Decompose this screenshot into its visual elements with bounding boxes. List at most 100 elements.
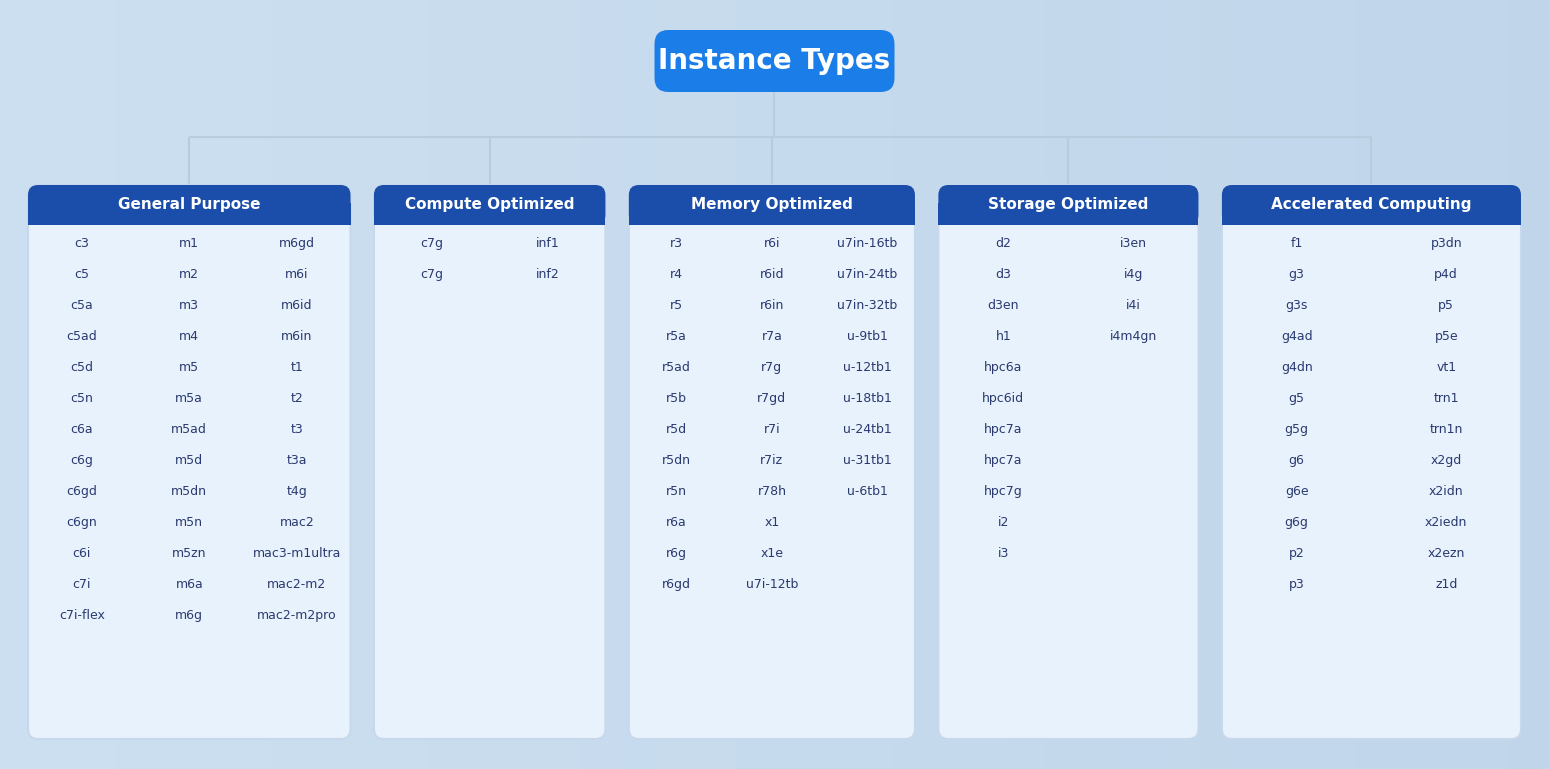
Bar (774, 0, 813, 769)
FancyBboxPatch shape (655, 30, 894, 92)
Text: c7i: c7i (73, 578, 91, 591)
Text: g6: g6 (1289, 454, 1304, 467)
Text: hpc7a: hpc7a (984, 423, 1022, 436)
Text: p3: p3 (1289, 578, 1304, 591)
Text: c5d: c5d (70, 361, 93, 374)
Text: r7gd: r7gd (757, 392, 787, 405)
Bar (697, 0, 736, 769)
Bar (1355, 0, 1394, 769)
Bar (1433, 0, 1472, 769)
Text: g3s: g3s (1286, 299, 1307, 312)
Bar (658, 0, 697, 769)
Text: m5n: m5n (175, 516, 203, 529)
Text: g6g: g6g (1284, 516, 1309, 529)
Text: hpc6a: hpc6a (984, 361, 1022, 374)
Text: m4: m4 (180, 330, 200, 343)
Text: c6i: c6i (73, 547, 91, 560)
Bar (813, 0, 852, 769)
Text: u-6tb1: u-6tb1 (847, 485, 888, 498)
Text: c5n: c5n (70, 392, 93, 405)
Text: u-18tb1: u-18tb1 (843, 392, 892, 405)
Text: inf2: inf2 (536, 268, 559, 281)
Bar (387, 0, 426, 769)
Text: m5zn: m5zn (172, 547, 206, 560)
Text: r4: r4 (671, 268, 683, 281)
Text: r5dn: r5dn (661, 454, 691, 467)
Bar (1084, 0, 1123, 769)
Text: r5b: r5b (666, 392, 688, 405)
Text: t4g: t4g (287, 485, 307, 498)
Text: u-31tb1: u-31tb1 (843, 454, 892, 467)
Text: r6i: r6i (764, 237, 781, 250)
Text: c3: c3 (74, 237, 90, 250)
FancyBboxPatch shape (28, 185, 350, 225)
Text: c7i-flex: c7i-flex (59, 609, 105, 622)
Text: c6a: c6a (70, 423, 93, 436)
Text: r7g: r7g (762, 361, 782, 374)
Text: hpc6id: hpc6id (982, 392, 1024, 405)
Text: c6gn: c6gn (67, 516, 98, 529)
Text: i4g: i4g (1123, 268, 1143, 281)
Text: r6g: r6g (666, 547, 688, 560)
Text: r7iz: r7iz (761, 454, 784, 467)
Text: u-24tb1: u-24tb1 (843, 423, 892, 436)
Text: i2: i2 (998, 516, 1008, 529)
Text: General Purpose: General Purpose (118, 198, 260, 212)
Text: u-9tb1: u-9tb1 (847, 330, 888, 343)
Text: d3: d3 (996, 268, 1011, 281)
Bar (1046, 0, 1084, 769)
Text: m6i: m6i (285, 268, 308, 281)
Text: c7g: c7g (420, 237, 443, 250)
Text: r3: r3 (671, 237, 683, 250)
Text: x1e: x1e (761, 547, 784, 560)
Text: Accelerated Computing: Accelerated Computing (1272, 198, 1472, 212)
Bar (310, 0, 349, 769)
Text: r6gd: r6gd (661, 578, 691, 591)
Text: m6g: m6g (175, 609, 203, 622)
Bar (891, 0, 929, 769)
Bar (1123, 0, 1162, 769)
Text: hpc7a: hpc7a (984, 454, 1022, 467)
Bar (1317, 0, 1355, 769)
Bar (1007, 0, 1046, 769)
Text: m2: m2 (180, 268, 200, 281)
Text: Memory Optimized: Memory Optimized (691, 198, 853, 212)
Bar (629, 203, 915, 225)
Text: m5d: m5d (175, 454, 203, 467)
Text: m5ad: m5ad (172, 423, 208, 436)
Text: p5: p5 (1439, 299, 1455, 312)
Bar (271, 0, 310, 769)
FancyBboxPatch shape (629, 185, 915, 739)
Bar (232, 0, 271, 769)
FancyBboxPatch shape (629, 185, 915, 225)
Text: t1: t1 (290, 361, 304, 374)
Bar (1162, 0, 1200, 769)
Bar (194, 0, 232, 769)
Text: r5a: r5a (666, 330, 686, 343)
Text: Instance Types: Instance Types (658, 47, 891, 75)
Text: mac2: mac2 (279, 516, 314, 529)
Bar (77, 0, 116, 769)
Text: x2idn: x2idn (1428, 485, 1464, 498)
Text: r6in: r6in (759, 299, 784, 312)
Text: mac2-m2: mac2-m2 (266, 578, 327, 591)
Text: x2ezn: x2ezn (1428, 547, 1465, 560)
Bar (1394, 0, 1433, 769)
Bar (939, 203, 1199, 225)
Text: t3: t3 (290, 423, 304, 436)
Bar (349, 0, 387, 769)
Text: m1: m1 (180, 237, 200, 250)
Text: m5: m5 (180, 361, 200, 374)
Text: c5a: c5a (70, 299, 93, 312)
Text: p2: p2 (1289, 547, 1304, 560)
Text: d3en: d3en (988, 299, 1019, 312)
Text: mac2-m2pro: mac2-m2pro (257, 609, 336, 622)
Bar (426, 0, 465, 769)
Text: x2iedn: x2iedn (1425, 516, 1467, 529)
Text: m3: m3 (180, 299, 200, 312)
Text: u7in-16tb: u7in-16tb (836, 237, 897, 250)
Bar (581, 0, 620, 769)
Bar (1239, 0, 1278, 769)
Bar (465, 0, 503, 769)
Bar (1472, 0, 1510, 769)
